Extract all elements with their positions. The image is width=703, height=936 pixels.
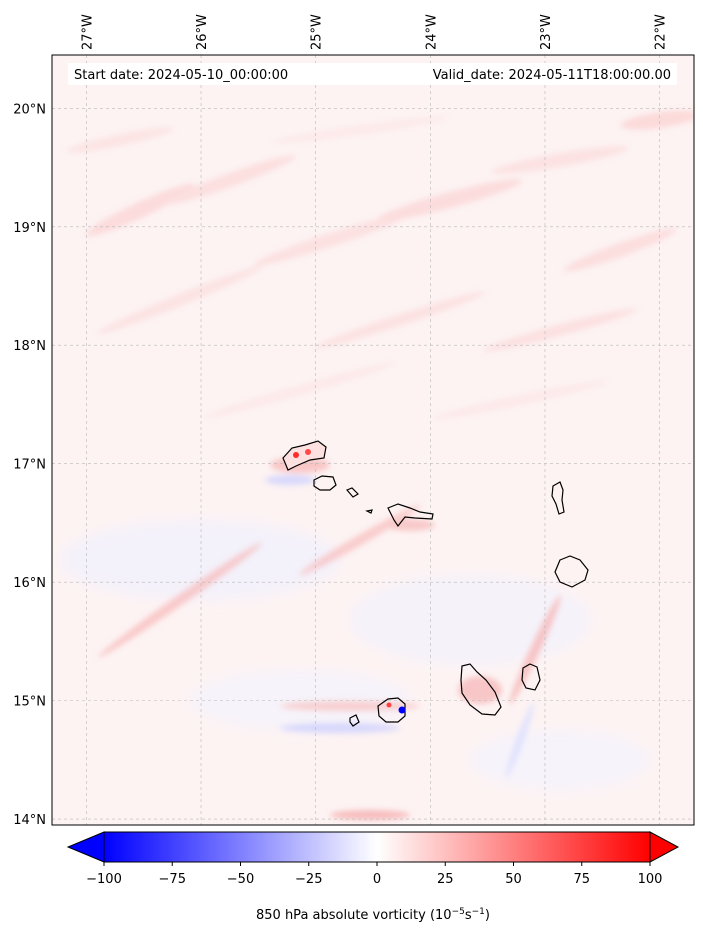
colorbar-tick-label: 100 <box>638 872 663 887</box>
latitude-tick-label: 19°N <box>13 221 46 236</box>
header-box <box>68 63 677 85</box>
colorbar: −100 −75 −50 −25 0 25 50 75 100 850 hPa absolute… <box>66 831 680 923</box>
gridlines <box>52 55 694 825</box>
colorbar-tick-label: 50 <box>505 872 522 887</box>
colorbar-label-prefix: 850 hPa absolute vorticity (10 <box>256 908 452 923</box>
island-brava <box>349 714 360 727</box>
longitude-tick-label: 25°W <box>310 14 325 50</box>
colorbar-tick-label: 25 <box>437 872 454 887</box>
colorbar-tick-label: 75 <box>573 872 590 887</box>
longitude-tick-label: 26°W <box>195 14 210 50</box>
latitude-tick-label: 17°N <box>13 458 46 473</box>
latitude-tick-label: 16°N <box>13 576 46 591</box>
longitude-tick-label: 22°W <box>654 14 669 50</box>
colorbar-extend-right <box>649 831 680 863</box>
colorbar-body <box>103 831 651 863</box>
island-boa-vista <box>554 555 589 588</box>
colorbar-tick-label: −25 <box>295 872 322 887</box>
longitude-tick-label: 23°W <box>539 14 554 50</box>
colorbar-label-exp2: −1 <box>472 907 485 917</box>
vorticity-streaks <box>98 457 561 820</box>
latitude-tick-labels: 14°N 15°N 16°N 17°N 18°N 19°N 20°N <box>13 102 46 828</box>
colorbar-label-suffix: ) <box>485 908 490 923</box>
colorbar-label-exp1: −5 <box>452 907 465 917</box>
island-santa-luzia <box>345 487 359 498</box>
colorbar-label-mid: s <box>465 908 472 923</box>
plot-frame <box>51 54 695 826</box>
island-branco <box>365 509 373 514</box>
vorticity-patches-north <box>66 110 694 420</box>
valid-date-label: Valid_date: 2024-05-11T18:00:00.00 <box>433 68 671 83</box>
colorbar-tick-label: 0 <box>373 872 381 887</box>
longitude-tick-labels: 27°W 26°W 25°W 24°W 23°W 22°W <box>80 14 668 50</box>
colorbar-tick-label: −100 <box>86 872 122 887</box>
colorbar-label: 850 hPa absolute vorticity (10−5s−1) <box>256 907 490 923</box>
island-santo-antao <box>282 440 327 471</box>
latitude-tick-label: 15°N <box>13 695 46 710</box>
island-fogo <box>377 697 406 723</box>
island-maio <box>521 663 541 691</box>
island-sao-nicolau <box>387 503 434 528</box>
longitude-tick-label: 24°W <box>424 14 439 50</box>
coastlines <box>282 440 589 727</box>
plot-area: Start date: 2024-05-10_00:00:00 Valid_da… <box>51 54 695 826</box>
island-santiago <box>460 663 502 716</box>
latitude-tick-label: 20°N <box>13 102 46 117</box>
colorbar-ticks: −100 −75 −50 −25 0 25 50 75 100 <box>86 862 662 887</box>
island-sal <box>551 481 565 515</box>
start-date-label: Start date: 2024-05-10_00:00:00 <box>74 68 288 83</box>
longitude-tick-label: 27°W <box>80 14 95 50</box>
latitude-tick-label: 18°N <box>13 339 46 354</box>
latitude-tick-label: 14°N <box>13 813 46 828</box>
island-sao-vicente <box>313 475 337 491</box>
colorbar-extend-left <box>66 831 105 863</box>
colorbar-tick-label: −75 <box>159 872 186 887</box>
colorbar-tick-label: −50 <box>227 872 254 887</box>
